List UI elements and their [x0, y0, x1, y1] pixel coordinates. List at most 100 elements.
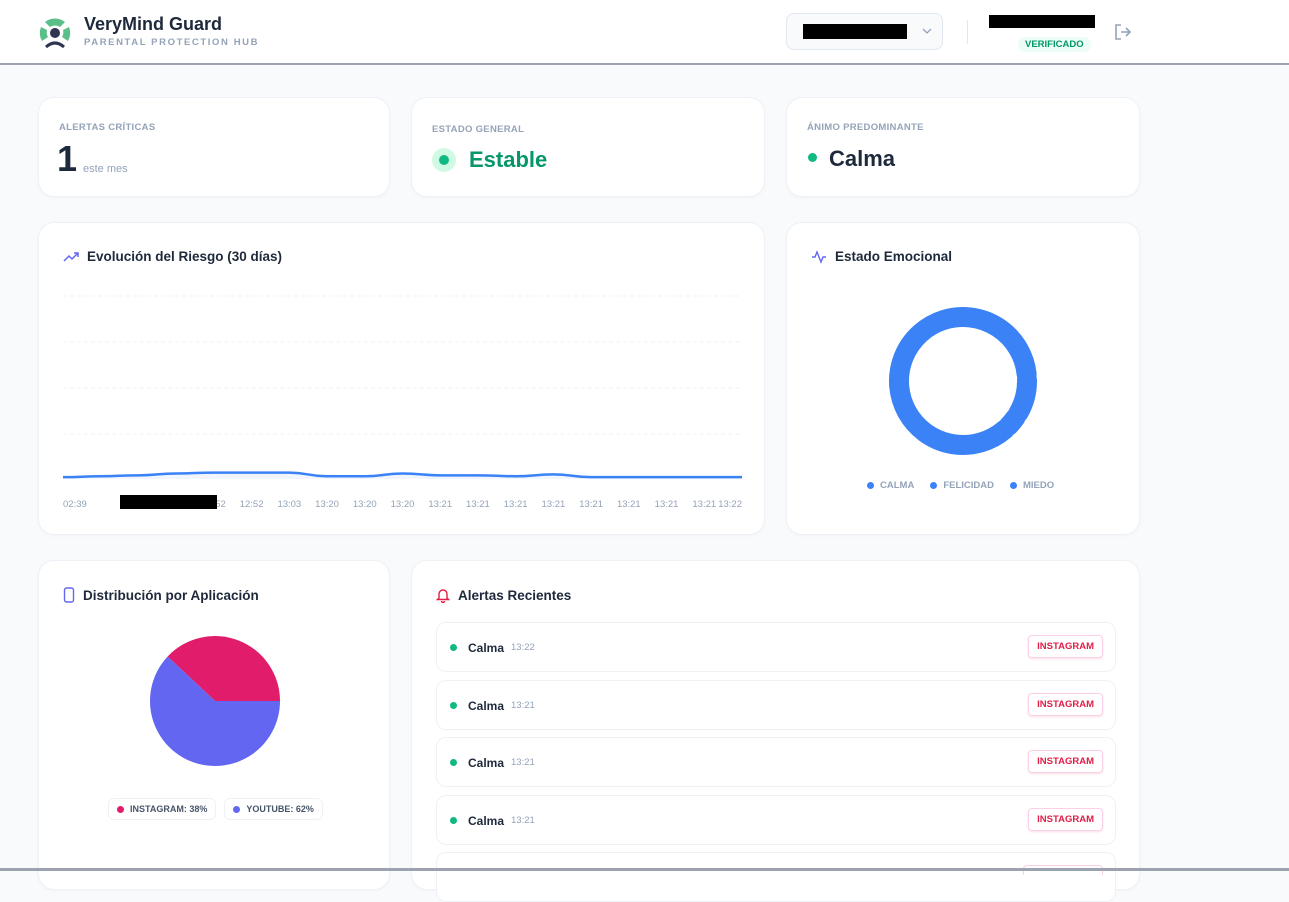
- x-tick-label: 13:20: [315, 499, 339, 510]
- card-title: Distribución por Aplicación: [63, 587, 259, 603]
- redacted-labels: [120, 495, 217, 509]
- alert-emotion: Calma: [468, 813, 505, 828]
- x-tick-label: 13:21: [428, 499, 452, 510]
- legend-dot-icon: [1009, 481, 1017, 489]
- brand-name: VeryMind Guard: [84, 14, 223, 34]
- alerts-title: Alertas Recientes: [458, 587, 572, 603]
- app-chart-title: Distribución por Aplicación: [83, 587, 259, 603]
- emotion-chart-title: Estado Emocional: [835, 249, 953, 264]
- child-selector[interactable]: [786, 13, 943, 50]
- bell-icon: [436, 589, 450, 603]
- card-title: Alertas Recientes: [436, 587, 571, 603]
- emotion-donut-chart: [889, 307, 1037, 455]
- legend-item[interactable]: FELICIDAD: [930, 480, 994, 491]
- legend-item[interactable]: INSTAGRAM: 38%: [108, 798, 217, 820]
- x-tick-label: 12:52: [240, 499, 264, 510]
- legend-label: FELICIDAD: [943, 480, 994, 491]
- pie-slice-youtube: [150, 656, 280, 766]
- top-bar: VeryMind Guard PARENTAL PROTECTION HUB V…: [0, 0, 1289, 65]
- x-tick-label: 13:21: [655, 499, 679, 510]
- kpi-label: ÁNIMO PREDOMINANTE: [807, 122, 924, 133]
- app-pie-chart: [150, 636, 280, 766]
- legend-label: YOUTUBE: 62%: [246, 804, 314, 814]
- kpi-label: ALERTAS CRÍTICAS: [59, 122, 156, 133]
- x-tick-label: 13:21: [466, 499, 490, 510]
- alert-time: 13:21: [511, 699, 535, 711]
- pie-slice-instagram: [167, 636, 280, 701]
- alert-app-badge: INSTAGRAM: [1028, 807, 1103, 831]
- app-legend: INSTAGRAM: 38% YOUTUBE: 62%: [108, 798, 323, 820]
- alert-item[interactable]: Calma 13:21 INSTAGRAM: [436, 794, 1116, 845]
- x-tick-label: 13:21: [617, 499, 641, 510]
- window-edge: [0, 868, 1289, 871]
- alert-emotion: Calma: [468, 756, 505, 770]
- legend-item[interactable]: YOUTUBE: 62%: [224, 798, 323, 820]
- emotion-dot-icon: [450, 816, 457, 824]
- activity-icon: [812, 249, 826, 264]
- chevron-down-icon: [922, 28, 932, 34]
- alert-emotion: Calma: [468, 641, 505, 655]
- x-tick-label: 13:03: [277, 499, 301, 510]
- risk-chart-title: Evolución del Riesgo (30 días): [87, 249, 283, 264]
- x-tick-label: 13:20: [391, 499, 415, 510]
- alert-app-badge: INSTAGRAM: [1028, 635, 1103, 658]
- legend-dot-icon: [117, 806, 124, 814]
- x-tick-label: 13:20: [353, 499, 377, 510]
- alert-item[interactable]: Calma 13:21 INSTAGRAM: [436, 679, 1116, 730]
- status-dot-icon: [432, 148, 456, 172]
- kpi-mood: ÁNIMO PREDOMINANTE Calma: [786, 97, 1140, 197]
- emotion-dot-icon: [450, 644, 457, 651]
- redacted-user-name: [989, 15, 1095, 28]
- donut-slice-calma: [889, 307, 1037, 455]
- legend-label: CALMA: [880, 480, 915, 491]
- emotion-dot-icon: [450, 701, 457, 709]
- emotion-legend: CALMA FELICIDAD MIEDO: [867, 480, 1054, 491]
- alert-emotion: Calma: [468, 698, 505, 713]
- x-tick-label: 13:21: [579, 499, 603, 510]
- kpi-value: 1: [57, 138, 78, 179]
- verified-badge: VERIFICADO: [1018, 37, 1091, 52]
- alert-item[interactable]: [436, 852, 1116, 902]
- x-tick-label: 13:22: [718, 499, 742, 510]
- legend-dot-icon: [867, 481, 874, 489]
- trending-up-icon: [63, 251, 79, 262]
- alert-app-badge: INSTAGRAM: [1028, 692, 1103, 716]
- logo-icon: [39, 18, 71, 49]
- kpi-label: ESTADO GENERAL: [432, 124, 525, 135]
- redacted-child-name: [803, 24, 907, 39]
- risk-line: [62, 471, 742, 479]
- legend-item[interactable]: CALMA: [867, 480, 914, 491]
- kpi-suffix: este mes: [83, 163, 128, 175]
- kpi-value: Estable: [469, 147, 548, 172]
- logout-icon[interactable]: [1113, 22, 1133, 42]
- alert-time: 13:22: [511, 642, 535, 653]
- card-title: Evolución del Riesgo (30 días): [63, 249, 282, 264]
- app-chart-card: Distribución por Aplicación INSTAGRAM: 3…: [38, 560, 390, 890]
- alert-app-badge: INSTAGRAM: [1028, 750, 1103, 773]
- kpi-critical-alerts: ALERTAS CRÍTICAS 1 este mes: [38, 97, 390, 197]
- x-tick-label: 13:21: [541, 499, 565, 510]
- brand-subtitle: PARENTAL PROTECTION HUB: [84, 37, 260, 48]
- legend-label: INSTAGRAM: 38%: [130, 804, 208, 814]
- risk-chart-card: Evolución del Riesgo (30 días) 02:39 12:5…: [38, 222, 765, 535]
- smartphone-icon: [63, 587, 75, 603]
- legend-item[interactable]: MIEDO: [1009, 480, 1055, 491]
- x-tick-label: 13:21: [504, 499, 528, 510]
- card-title: Estado Emocional: [811, 249, 952, 264]
- legend-dot-icon: [930, 481, 938, 489]
- kpi-value: Calma: [829, 146, 896, 171]
- alert-time: 13:21: [511, 814, 535, 826]
- recent-alerts-card: Alertas Recientes Calma 13:22 INSTAGRAM Cal…: [411, 560, 1140, 902]
- mood-dot-icon: [808, 153, 817, 162]
- risk-line-chart: 02:3912:5212:5213:0313:2013:2013:2013:21…: [62, 295, 742, 510]
- legend-dot-icon: [233, 806, 241, 814]
- kpi-general-status: ESTADO GENERAL Estable: [411, 97, 765, 197]
- alert-item[interactable]: Calma 13:22 INSTAGRAM: [436, 622, 1116, 672]
- x-tick-label: 02:39: [63, 499, 87, 510]
- legend-label: MIEDO: [1022, 480, 1055, 491]
- emotion-chart-card: Estado Emocional CALMA FELICIDAD MIEDO: [786, 222, 1140, 535]
- x-tick-label: 13:21: [692, 499, 716, 510]
- emotion-dot-icon: [450, 759, 457, 766]
- alert-item[interactable]: Calma 13:21 INSTAGRAM: [436, 737, 1116, 787]
- risk-area: [63, 472, 742, 479]
